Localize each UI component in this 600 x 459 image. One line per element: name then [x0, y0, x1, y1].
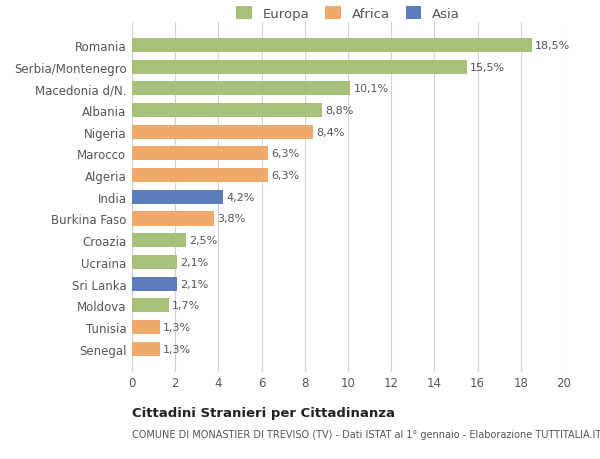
Legend: Europa, Africa, Asia: Europa, Africa, Asia	[236, 7, 460, 21]
Bar	[132, 342, 160, 356]
Bar	[132, 104, 322, 118]
Bar	[132, 320, 160, 334]
Text: 6,3%: 6,3%	[271, 149, 299, 159]
Text: 4,2%: 4,2%	[226, 192, 254, 202]
Text: 1,3%: 1,3%	[163, 322, 191, 332]
Bar	[132, 255, 178, 269]
Text: Cittadini Stranieri per Cittadinanza: Cittadini Stranieri per Cittadinanza	[132, 406, 395, 419]
Text: COMUNE DI MONASTIER DI TREVISO (TV) - Dati ISTAT al 1° gennaio - Elaborazione TU: COMUNE DI MONASTIER DI TREVISO (TV) - Da…	[132, 429, 600, 439]
Bar	[132, 190, 223, 204]
Text: 1,3%: 1,3%	[163, 344, 191, 354]
Text: 8,4%: 8,4%	[317, 128, 345, 137]
Text: 15,5%: 15,5%	[470, 62, 505, 73]
Bar	[132, 277, 178, 291]
Text: 2,1%: 2,1%	[181, 257, 209, 267]
Bar	[132, 125, 313, 140]
Text: 3,8%: 3,8%	[217, 214, 245, 224]
Text: 10,1%: 10,1%	[353, 84, 389, 94]
Bar	[132, 298, 169, 313]
Text: 2,1%: 2,1%	[181, 279, 209, 289]
Text: 18,5%: 18,5%	[535, 41, 570, 51]
Bar	[132, 61, 467, 74]
Text: 1,7%: 1,7%	[172, 301, 200, 311]
Text: 2,5%: 2,5%	[189, 235, 217, 246]
Bar	[132, 169, 268, 183]
Bar	[132, 147, 268, 161]
Text: 6,3%: 6,3%	[271, 171, 299, 181]
Bar	[132, 234, 186, 248]
Bar	[132, 212, 214, 226]
Bar	[132, 39, 532, 53]
Text: 8,8%: 8,8%	[325, 106, 353, 116]
Bar	[132, 82, 350, 96]
